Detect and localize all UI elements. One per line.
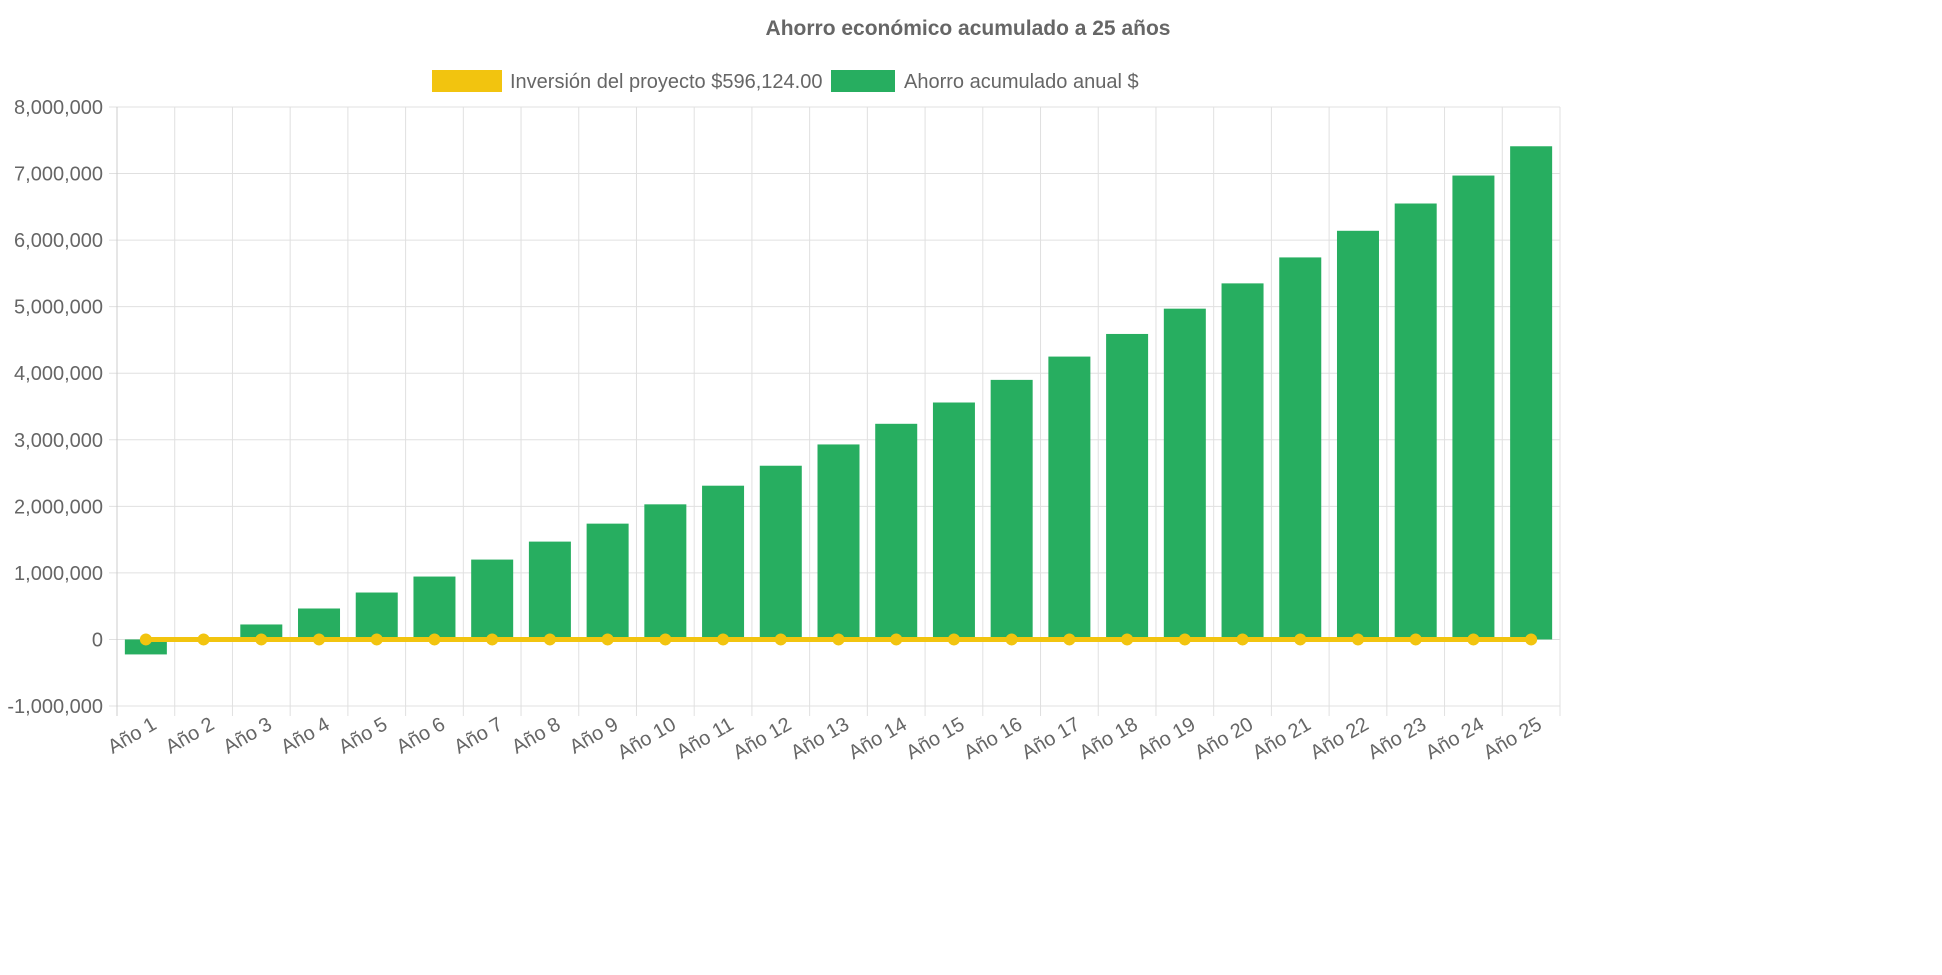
investment-point — [1467, 633, 1480, 646]
chart-title: Ahorro económico acumulado a 25 años — [766, 17, 1171, 40]
bar — [817, 444, 860, 640]
y-tick-label: 8,000,000 — [14, 97, 103, 119]
bar — [471, 559, 514, 640]
y-tick-label: 7,000,000 — [14, 164, 103, 186]
bar — [1048, 356, 1091, 640]
investment-point — [774, 633, 787, 646]
bar — [990, 379, 1033, 640]
investment-point — [486, 633, 499, 646]
investment-point — [1525, 633, 1538, 646]
grid — [109, 106, 1561, 716]
investment-point — [1178, 633, 1191, 646]
investment-point — [601, 633, 614, 646]
investment-point — [197, 633, 210, 646]
x-tick-label: Año 13 — [787, 713, 853, 764]
y-tick-label: 6,000,000 — [14, 230, 103, 252]
x-tick-label: Año 10 — [614, 713, 680, 764]
x-tick-label: Año 8 — [508, 713, 564, 758]
x-tick-label: Año 16 — [960, 713, 1026, 764]
x-axis: Año 1 Año 2 Año 3 Año 4 Año 5 Año 6 Año 7 Año 8… — [104, 713, 1546, 764]
bar — [124, 639, 167, 655]
bar — [1163, 308, 1206, 640]
x-tick-label: Año 5 — [335, 713, 391, 758]
bar — [586, 523, 629, 640]
x-tick-label: Año 9 — [566, 713, 622, 758]
bars — [124, 146, 1553, 655]
bar — [528, 541, 571, 640]
x-tick-label: Año 21 — [1249, 713, 1315, 764]
y-tick-label: 4,000,000 — [14, 363, 103, 385]
x-tick-label: Año 1 — [104, 713, 160, 758]
y-tick-label: 1,000,000 — [14, 563, 103, 585]
investment-point — [1351, 633, 1364, 646]
legend-label-savings[interactable]: Ahorro acumulado anual $ — [904, 71, 1139, 93]
bar — [644, 504, 687, 640]
investment-point — [659, 633, 672, 646]
bar — [413, 576, 456, 640]
x-tick-label: Año 23 — [1364, 713, 1430, 764]
investment-point — [1121, 633, 1134, 646]
investment-point — [313, 633, 326, 646]
x-tick-label: Año 18 — [1076, 713, 1142, 764]
bar — [1394, 203, 1437, 640]
bar — [702, 485, 745, 640]
bar — [875, 423, 918, 640]
legend-swatch-savings — [831, 70, 895, 92]
investment-point — [428, 633, 441, 646]
bar — [1336, 230, 1379, 640]
investment-point — [832, 633, 845, 646]
legend[interactable]: Inversión del proyecto $596,124.00 Ahorr… — [432, 70, 1139, 93]
investment-point — [255, 633, 268, 646]
investment-point — [1409, 633, 1422, 646]
bar — [240, 624, 283, 640]
bar — [1452, 175, 1495, 640]
bar — [1221, 283, 1264, 640]
x-tick-label: Año 2 — [162, 713, 218, 758]
x-tick-label: Año 17 — [1018, 713, 1084, 764]
investment-point — [1294, 633, 1307, 646]
y-axis: 8,000,000 7,000,000 6,000,000 5,000,000 4,00… — [7, 97, 103, 718]
bar — [355, 592, 398, 640]
investment-line — [139, 633, 1538, 646]
bar — [1106, 333, 1149, 640]
investment-point — [370, 633, 383, 646]
x-tick-label: Año 24 — [1422, 713, 1488, 764]
bar — [759, 465, 802, 640]
x-tick-label: Año 22 — [1307, 713, 1373, 764]
bar — [1279, 257, 1322, 640]
bar — [932, 402, 975, 640]
x-tick-label: Año 25 — [1480, 713, 1546, 764]
y-tick-label: 2,000,000 — [14, 496, 103, 518]
legend-label-investment[interactable]: Inversión del proyecto $596,124.00 — [510, 71, 822, 93]
investment-point — [139, 633, 152, 646]
y-tick-label: 5,000,000 — [14, 297, 103, 319]
investment-point — [1063, 633, 1076, 646]
x-tick-label: Año 20 — [1191, 713, 1257, 764]
y-tick-label: 0 — [92, 629, 103, 651]
bar — [1510, 146, 1553, 640]
investment-point — [890, 633, 903, 646]
x-tick-label: Año 12 — [729, 713, 795, 764]
investment-point — [543, 633, 556, 646]
x-tick-label: Año 11 — [673, 713, 738, 763]
investment-point — [1236, 633, 1249, 646]
x-tick-label: Año 6 — [393, 713, 449, 758]
x-tick-label: Año 4 — [277, 713, 333, 758]
x-tick-label: Año 14 — [845, 713, 911, 764]
legend-swatch-investment — [432, 70, 502, 92]
investment-point — [947, 633, 960, 646]
investment-point — [717, 633, 730, 646]
x-tick-label: Año 19 — [1133, 713, 1199, 764]
x-tick-label: Año 15 — [903, 713, 969, 764]
y-tick-label: -1,000,000 — [7, 696, 103, 718]
x-tick-label: Año 7 — [450, 713, 506, 758]
x-tick-label: Año 3 — [220, 713, 276, 758]
investment-point — [1005, 633, 1018, 646]
y-tick-label: 3,000,000 — [14, 430, 103, 452]
